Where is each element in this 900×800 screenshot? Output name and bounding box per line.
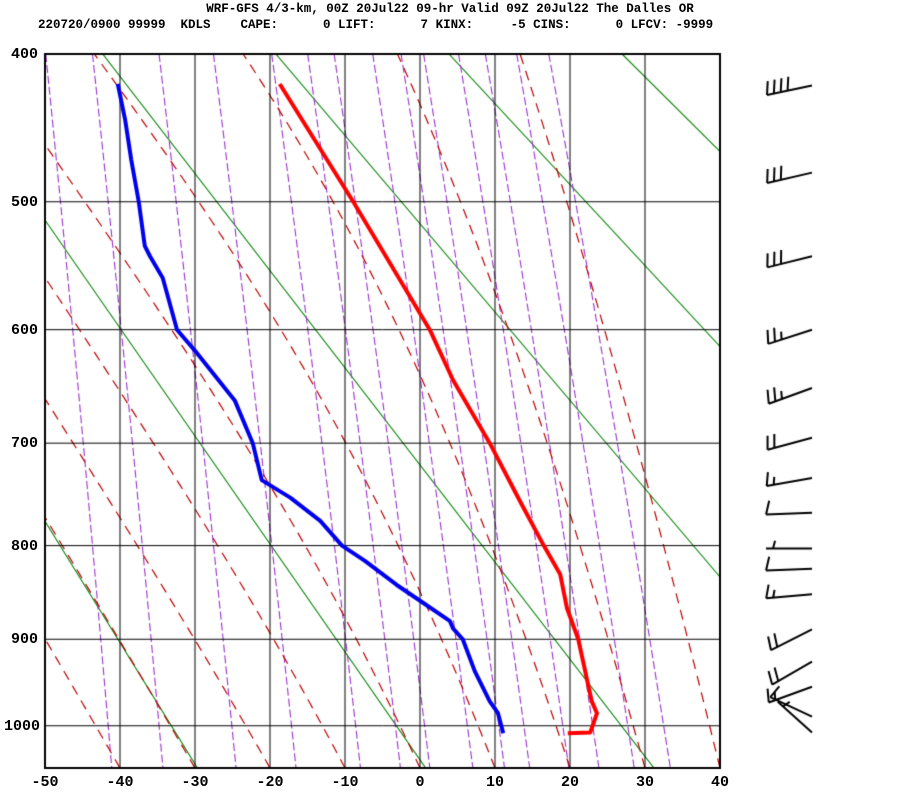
- temperature-tick-label: 20: [560, 774, 579, 791]
- pressure-tick-label: 800: [10, 537, 38, 555]
- temperature-tick-label: -10: [331, 774, 359, 791]
- temperature-tick-label: -50: [31, 774, 59, 791]
- pressure-tick-label: 900: [10, 631, 38, 649]
- pressure-tick-label: 700: [10, 435, 38, 453]
- temperature-tick-label: 10: [485, 774, 504, 791]
- pressure-tick-label: 1000: [4, 717, 41, 735]
- pressure-tick-label: 500: [10, 193, 38, 211]
- pressure-tick-label: 400: [10, 46, 38, 63]
- temperature-tick-label: 40: [710, 774, 729, 791]
- pressure-tick-label: 600: [10, 321, 38, 339]
- temperature-tick-label: 0: [415, 774, 425, 791]
- temperature-tick-label: -40: [106, 774, 134, 791]
- temperature-tick-label: -20: [256, 774, 284, 791]
- chart-title: WRF-GFS 4/3-km, 00Z 20Jul22 09-hr Valid …: [206, 2, 694, 16]
- temperature-tick-label: 30: [635, 774, 654, 791]
- station-info-line: 220720/0900 99999 KDLS CAPE: 0 LIFT: 7 K…: [38, 18, 714, 32]
- temperature-tick-label: -30: [181, 774, 209, 791]
